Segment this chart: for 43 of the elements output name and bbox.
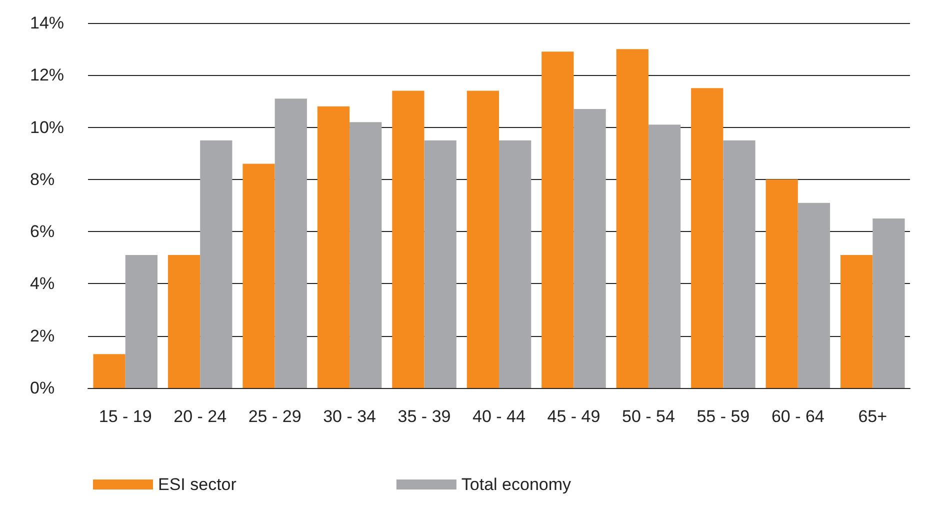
y-tick-label: 4% <box>30 274 55 294</box>
bar <box>499 140 532 388</box>
bar <box>872 218 905 388</box>
bar <box>616 49 648 388</box>
bar <box>542 52 574 388</box>
x-tick-label: 45 - 49 <box>547 407 600 426</box>
bar <box>648 124 681 388</box>
legend-label: ESI sector <box>158 475 237 494</box>
x-tick-label: 15 - 19 <box>98 407 152 426</box>
bar <box>798 202 830 388</box>
bar <box>200 140 232 388</box>
x-tick-label: 55 - 59 <box>696 407 750 426</box>
bar <box>168 255 200 388</box>
bar <box>691 88 724 388</box>
y-tick-label: 0% <box>30 378 55 398</box>
legend-label: Total economy <box>461 475 572 494</box>
y-tick-label: 14% <box>30 14 64 32</box>
bar <box>125 255 158 388</box>
y-tick-label: 10% <box>30 118 64 137</box>
bar <box>424 140 456 388</box>
bar <box>723 140 756 388</box>
y-tick-label: 8% <box>30 170 55 189</box>
bar <box>317 106 350 388</box>
y-tick-label: 6% <box>30 222 55 242</box>
x-tick-label: 30 - 34 <box>323 407 376 426</box>
x-tick-label: 60 - 64 <box>771 407 824 426</box>
x-tick-label: 25 - 29 <box>248 407 302 426</box>
x-tick-label: 65+ <box>858 407 888 426</box>
bar <box>274 98 307 388</box>
bar <box>242 164 275 388</box>
bar <box>840 255 873 388</box>
x-tick-label: 35 - 39 <box>398 407 451 426</box>
bar <box>93 354 126 388</box>
bar <box>574 109 606 388</box>
bar <box>350 122 382 388</box>
y-tick-label: 2% <box>30 326 55 346</box>
x-tick-label: 40 - 44 <box>472 407 526 426</box>
bar <box>466 90 499 388</box>
x-tick-label: 20 - 24 <box>174 407 227 426</box>
x-tick-label: 50 - 54 <box>622 407 675 426</box>
bar <box>766 179 798 388</box>
bar <box>392 90 424 388</box>
y-tick-label: 12% <box>30 66 64 85</box>
